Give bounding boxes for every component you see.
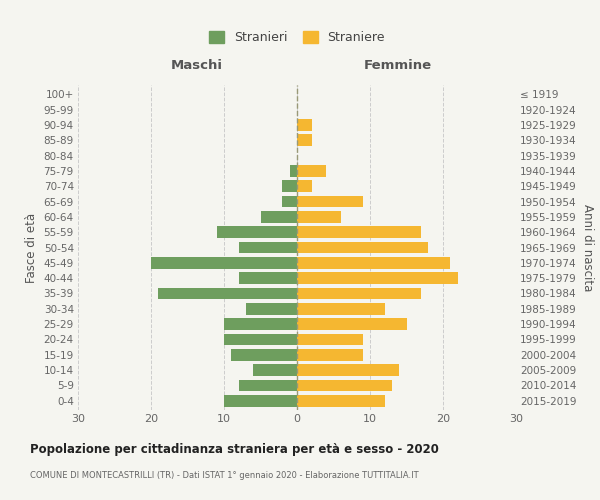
Bar (297, 211, 341, 222)
Bar (253, 364, 297, 376)
Bar (297, 395, 385, 406)
Y-axis label: Anni di nascita: Anni di nascita (581, 204, 593, 291)
Bar (283, 180, 297, 192)
Bar (297, 196, 362, 207)
Bar (297, 288, 421, 299)
Bar (297, 119, 311, 130)
Bar (297, 180, 311, 192)
Bar (297, 303, 385, 314)
Bar (297, 318, 407, 330)
Bar (297, 226, 421, 238)
Text: Maschi: Maschi (170, 59, 222, 72)
Text: Popolazione per cittadinanza straniera per età e sesso - 2020: Popolazione per cittadinanza straniera p… (30, 442, 439, 456)
Legend: Stranieri, Straniere: Stranieri, Straniere (204, 26, 390, 50)
Y-axis label: Fasce di età: Fasce di età (25, 212, 38, 282)
Bar (217, 226, 297, 238)
Bar (297, 272, 458, 284)
Bar (260, 211, 297, 222)
Bar (297, 349, 362, 360)
Bar (297, 165, 326, 176)
Bar (297, 242, 428, 253)
Bar (239, 242, 297, 253)
Bar (297, 380, 392, 391)
Bar (297, 257, 450, 268)
Bar (224, 395, 297, 406)
Bar (232, 349, 297, 360)
Bar (297, 134, 311, 146)
Bar (224, 318, 297, 330)
Bar (151, 257, 297, 268)
Bar (239, 380, 297, 391)
Bar (283, 196, 297, 207)
Bar (158, 288, 297, 299)
Text: Femmine: Femmine (364, 59, 432, 72)
Bar (246, 303, 297, 314)
Bar (239, 272, 297, 284)
Text: COMUNE DI MONTECASTRILLI (TR) - Dati ISTAT 1° gennaio 2020 - Elaborazione TUTTIT: COMUNE DI MONTECASTRILLI (TR) - Dati IST… (30, 471, 419, 480)
Bar (224, 334, 297, 345)
Bar (297, 334, 362, 345)
Bar (290, 165, 297, 176)
Bar (297, 364, 399, 376)
